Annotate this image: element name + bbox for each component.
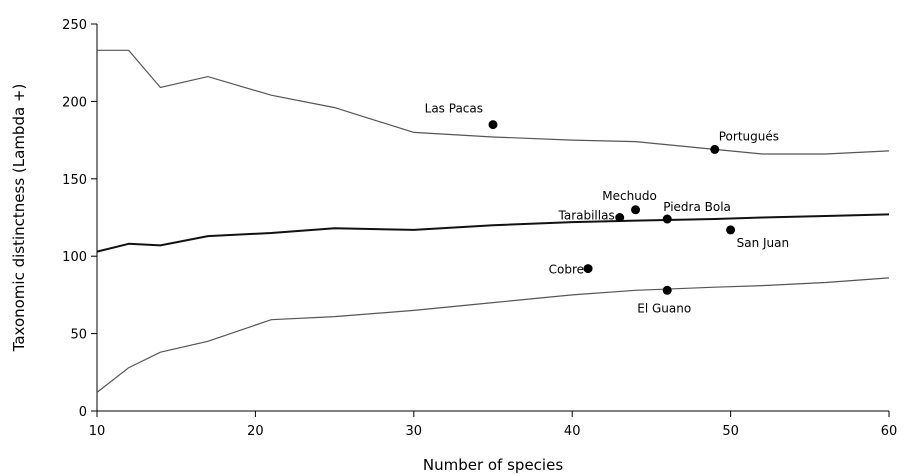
point-label: Las Pacas — [425, 102, 483, 116]
upper-limit-line — [97, 49, 890, 155]
x-tick-label: 20 — [247, 424, 264, 439]
mean-line — [96, 213, 890, 253]
point-label: Mechudo — [602, 189, 657, 203]
x-axis-title: Number of species — [423, 456, 563, 474]
data-point — [615, 213, 625, 222]
y-tick-label: 100 — [62, 250, 87, 265]
data-point — [710, 144, 720, 154]
y-tick-label: 0 — [79, 405, 87, 420]
x-tick-label: 10 — [89, 424, 106, 439]
y-tick-label: 50 — [70, 328, 87, 343]
x-tick-label: 60 — [881, 424, 898, 439]
data-point — [631, 205, 641, 215]
point-label: El Guano — [637, 301, 691, 315]
y-axis-title: Taxonomic distinctness (Lambda +) — [10, 84, 28, 353]
axes: 10 20 30 40 50 60 0 50 100 150 200 250 — [62, 18, 897, 439]
y-tick-label: 200 — [62, 95, 87, 110]
series-lines — [96, 49, 890, 393]
y-tick-label: 250 — [62, 18, 87, 33]
lower-limit-line — [96, 277, 890, 393]
x-tick-label: 40 — [564, 424, 581, 439]
point-label: Piedra Bola — [663, 200, 731, 214]
data-point — [662, 285, 672, 295]
point-label: San Juan — [737, 236, 790, 250]
data-points: Las Pacas Portugués Mechudo Tarabillas Piedr… — [425, 102, 789, 316]
data-point — [726, 225, 736, 235]
y-tick-label: 150 — [62, 173, 87, 188]
data-point — [488, 120, 498, 130]
point-label: Tarabillas — [558, 209, 615, 223]
x-tick-label: 30 — [406, 424, 423, 439]
data-point — [583, 264, 593, 274]
point-label: Portugués — [719, 129, 779, 143]
x-tick-label: 50 — [722, 424, 739, 439]
data-point — [662, 214, 672, 224]
point-label: Cobre — [549, 263, 584, 277]
